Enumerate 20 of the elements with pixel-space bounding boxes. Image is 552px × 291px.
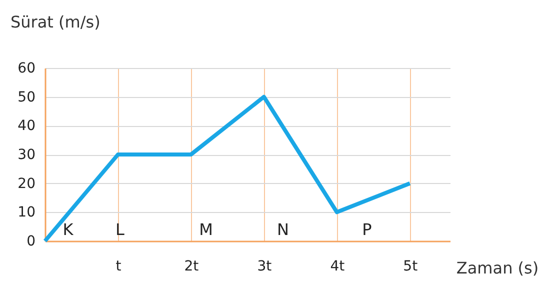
y-tick-label: 30: [18, 147, 36, 163]
x-tick-label: 5t: [403, 258, 418, 274]
y-tick-label: 50: [18, 89, 36, 106]
x-tick-label: 3t: [257, 258, 272, 274]
line-series: [43, 94, 412, 243]
y-tick-label: 10: [18, 204, 36, 221]
x-axis-title: Zaman (s): [456, 258, 539, 278]
y-tick-label: 0: [26, 234, 36, 250]
annotation: M: [199, 220, 213, 239]
y-tick-label: 60: [18, 60, 36, 76]
annotation: P: [362, 220, 372, 239]
y-tick-label: 20: [18, 176, 36, 192]
y-axis-title: Sürat (m/s): [10, 12, 100, 32]
x-tick-label: 2t: [184, 258, 200, 274]
annotation: L: [116, 220, 125, 239]
y-tick-label: 40: [18, 118, 36, 134]
annotation: N: [277, 220, 289, 239]
annotation: K: [62, 220, 74, 239]
x-tick-label: t: [116, 258, 122, 274]
x-tick-label: 4t: [330, 258, 346, 274]
